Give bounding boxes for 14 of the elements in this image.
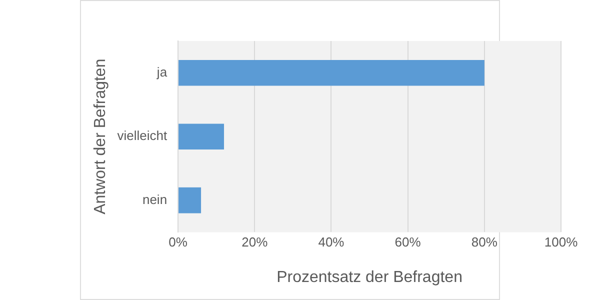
x-axis-title: Prozentsatz der Befragten xyxy=(276,268,462,286)
x-tick-label: 60% xyxy=(394,234,422,250)
y-tick-label: nein xyxy=(142,192,168,207)
x-tick-label: 80% xyxy=(471,234,498,250)
x-tick-label: 100% xyxy=(544,234,578,250)
bar xyxy=(178,187,202,214)
bar xyxy=(178,124,224,150)
y-tick-label: ja xyxy=(156,64,168,80)
x-tick-label: 20% xyxy=(242,234,268,250)
x-tick-label: 0% xyxy=(168,234,188,250)
y-axis-title: Antwort der Befragten xyxy=(92,58,110,214)
y-tick-label: vielleicht xyxy=(117,128,168,144)
bar xyxy=(178,60,484,86)
x-tick-label: 40% xyxy=(318,234,345,250)
